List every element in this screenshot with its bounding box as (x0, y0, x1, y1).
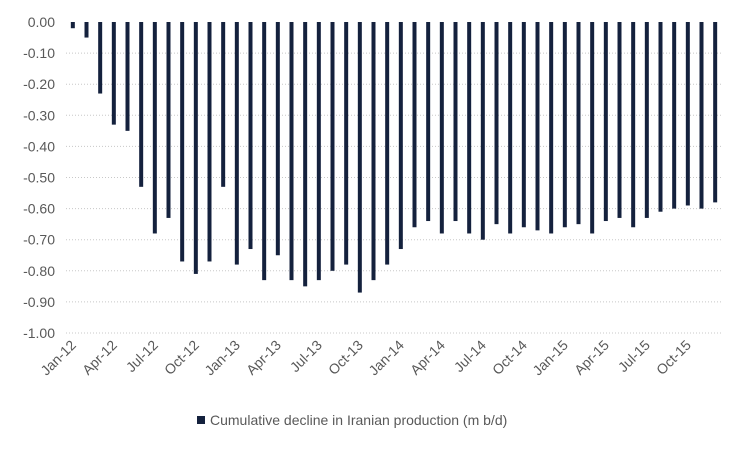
x-tick-label: Jan-13 (201, 337, 243, 379)
bar-Nov-12 (207, 22, 212, 262)
x-tick-label: Apr-15 (571, 337, 612, 378)
y-tick-label: -0.20 (23, 76, 55, 92)
bar-Oct-14 (521, 22, 526, 228)
bar-Oct-15 (685, 22, 690, 206)
x-tick-label: Apr-14 (407, 337, 448, 378)
bar-Dec-15 (713, 22, 718, 203)
y-tick-label: 0.00 (28, 14, 55, 30)
bar-Aug-15 (658, 22, 663, 212)
bar-Sep-14 (508, 22, 513, 234)
bar-series (70, 22, 718, 293)
bar-Jun-12 (139, 22, 144, 187)
bar-Jan-13 (234, 22, 239, 265)
bar-Mar-12 (98, 22, 103, 94)
bar-Dec-14 (549, 22, 554, 234)
bar-Dec-13 (385, 22, 390, 265)
x-tick-label: Jul-15 (615, 337, 653, 375)
bar-Mar-15 (590, 22, 595, 234)
bar-Aug-12 (166, 22, 171, 218)
y-tick-label: -0.70 (23, 232, 55, 248)
bar-Apr-14 (439, 22, 444, 234)
bar-Jul-14 (480, 22, 485, 240)
bar-Apr-12 (111, 22, 116, 125)
x-axis: Jan-12 Apr-12 Jul-12 Oct-12 Jan-13 Apr-13 Jul-… (37, 337, 694, 379)
x-tick-label: Oct-15 (653, 337, 694, 378)
y-tick-label: -0.90 (23, 294, 55, 310)
bar-Feb-12 (84, 22, 89, 38)
legend-swatch (197, 416, 205, 424)
legend: Cumulative decline in Iranian production… (197, 412, 507, 428)
bar-Feb-14 (412, 22, 417, 228)
bar-Jul-13 (316, 22, 321, 281)
bar-Jun-14 (467, 22, 472, 234)
y-tick-label: -0.50 (23, 170, 55, 186)
bar-Jan-12 (70, 22, 75, 29)
bar-Jun-13 (303, 22, 308, 287)
y-tick-label: -0.10 (23, 45, 55, 61)
bar-Jan-14 (398, 22, 403, 250)
x-tick-label: Oct-12 (161, 337, 202, 378)
bar-Nov-13 (371, 22, 376, 281)
x-tick-label: Jan-14 (365, 337, 407, 379)
x-tick-label: Jul-12 (123, 337, 161, 375)
x-tick-label: Jul-14 (451, 337, 489, 375)
bar-Jul-15 (644, 22, 649, 218)
x-tick-label: Jan-15 (529, 337, 571, 379)
bar-May-15 (617, 22, 622, 218)
bar-Sep-15 (672, 22, 677, 209)
x-tick-label: Jan-12 (37, 337, 79, 379)
gridlines (66, 52, 722, 334)
y-tick-label: -0.60 (23, 201, 55, 217)
x-tick-label: Apr-12 (79, 337, 120, 378)
bar-May-14 (453, 22, 458, 222)
bar-Nov-15 (699, 22, 704, 209)
bar-Jun-15 (631, 22, 636, 228)
y-tick-label: -0.30 (23, 107, 55, 123)
y-tick-label: -1.00 (23, 325, 55, 341)
bar-Mar-14 (426, 22, 431, 222)
bar-Nov-14 (535, 22, 540, 231)
y-tick-label: -0.40 (23, 138, 55, 154)
x-tick-label: Oct-13 (325, 337, 366, 378)
x-tick-label: Jul-13 (287, 337, 325, 375)
bar-Apr-15 (603, 22, 608, 222)
y-axis: 0.00 -0.10 -0.20 -0.30 -0.40 -0.50 -0.60 -0.70 -… (23, 14, 55, 341)
bar-Sep-13 (344, 22, 349, 265)
bar-Feb-15 (576, 22, 581, 225)
bar-Oct-12 (193, 22, 198, 274)
x-tick-label: Oct-14 (489, 337, 530, 378)
x-tick-label: Apr-13 (243, 337, 284, 378)
bar-Jul-12 (152, 22, 157, 234)
bar-Sep-12 (180, 22, 185, 262)
bar-Apr-13 (275, 22, 280, 256)
bar-Feb-13 (248, 22, 253, 250)
bar-Aug-13 (330, 22, 335, 271)
legend-label: Cumulative decline in Iranian production… (210, 412, 507, 428)
y-tick-label: -0.80 (23, 263, 55, 279)
bar-Aug-14 (494, 22, 499, 225)
bar-Jan-15 (562, 22, 567, 228)
bar-Dec-12 (221, 22, 226, 187)
bar-Mar-13 (262, 22, 267, 281)
bar-Oct-13 (357, 22, 362, 293)
bar-May-13 (289, 22, 294, 281)
bar-May-12 (125, 22, 130, 131)
